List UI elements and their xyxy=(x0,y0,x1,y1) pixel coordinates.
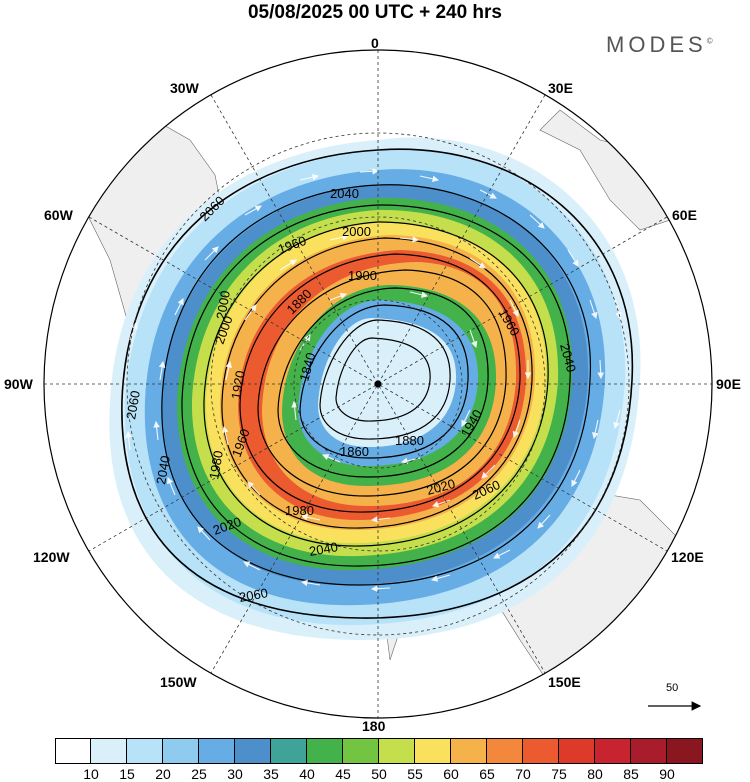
colorbar-tick-label: 90 xyxy=(659,766,675,782)
colorbar-swatch xyxy=(271,738,307,764)
polar-map: 2060 2040 2000 1960 1900 1880 1840 1860 … xyxy=(43,49,713,719)
colorbar-tick-label: 25 xyxy=(191,766,207,782)
colorbar-swatch xyxy=(631,738,667,764)
contour-label: 1840 xyxy=(296,351,318,383)
contour-label: 2000 xyxy=(213,289,233,320)
colorbar-swatch xyxy=(127,738,163,764)
lon-label-90e: 90E xyxy=(716,376,741,392)
contour-label: 1980 xyxy=(206,449,226,480)
lon-label-150w: 150W xyxy=(160,674,197,690)
colorbar-tick-label: 35 xyxy=(263,766,279,782)
lon-label-150e: 150E xyxy=(548,674,581,690)
contour-label: 2040 xyxy=(308,539,339,559)
colorbar-swatch xyxy=(451,738,487,764)
colorbar-tick-label: 50 xyxy=(371,766,387,782)
reference-vector-arrow xyxy=(648,701,702,711)
lon-label-60w: 60W xyxy=(44,207,73,223)
contour-label: 1880 xyxy=(395,433,424,448)
colorbar-tick-label: 60 xyxy=(443,766,459,782)
colorbar xyxy=(55,738,703,764)
colorbar-tick-label: 30 xyxy=(227,766,243,782)
contour-label: 1980 xyxy=(285,503,314,518)
contour-1900 xyxy=(277,287,489,478)
map-boundary xyxy=(43,49,713,719)
contour-label: 2020 xyxy=(425,476,457,498)
lon-label-30w: 30W xyxy=(170,80,199,96)
colorbar-swatch xyxy=(343,738,379,764)
chart-title: 05/08/2025 00 UTC + 240 hrs xyxy=(247,2,503,23)
contour-label: 2000 xyxy=(342,224,371,239)
reference-vector-label: 50 xyxy=(666,682,679,694)
colorbar-tick-label: 10 xyxy=(83,766,99,782)
colorbar-swatch xyxy=(55,738,91,764)
colorbar-swatch xyxy=(595,738,631,764)
colorbar-swatch xyxy=(415,738,451,764)
contour-2000 xyxy=(203,221,549,547)
contour-label: 1920 xyxy=(228,369,248,400)
colorbar-swatch xyxy=(199,738,235,764)
lon-label-60e: 60E xyxy=(672,207,697,223)
lon-label-0: 0 xyxy=(371,35,379,51)
colorbar-tick-label: 70 xyxy=(515,766,531,782)
lon-label-90w: 90W xyxy=(4,376,33,392)
colorbar-swatch xyxy=(523,738,559,764)
modes-logo: MODES© xyxy=(606,32,713,58)
colorbar-swatch xyxy=(235,738,271,764)
lon-label-120e: 120E xyxy=(671,549,704,565)
colorbar-tick-label: 85 xyxy=(623,766,639,782)
colorbar-tick-label: 20 xyxy=(155,766,171,782)
contour-1860 xyxy=(319,319,451,440)
contour-label: 1900 xyxy=(348,268,377,283)
contour-1960 xyxy=(239,253,521,513)
contour-label: 2040 xyxy=(153,454,173,485)
colorbar-swatch xyxy=(91,738,127,764)
colorbar-swatch xyxy=(667,738,703,764)
colorbar-tick-label: 65 xyxy=(479,766,495,782)
brand-mark: © xyxy=(706,36,713,46)
colorbar-swatch xyxy=(163,738,199,764)
lon-label-30e: 30E xyxy=(548,80,573,96)
contour-2060-outer xyxy=(121,148,634,619)
colorbar-tick-label: 15 xyxy=(119,766,135,782)
contour-1880 xyxy=(299,304,469,459)
brand-text: MODES xyxy=(606,32,707,57)
contour-2020 xyxy=(181,204,571,567)
colorbar-swatch xyxy=(379,738,415,764)
contour-label: 2040 xyxy=(557,342,579,374)
colorbar-tick-label: 55 xyxy=(407,766,423,782)
contour-1940 xyxy=(257,269,507,497)
colorbar-tick-label: 45 xyxy=(335,766,351,782)
lon-label-180: 180 xyxy=(362,718,386,734)
lon-label-120w: 120W xyxy=(33,549,70,565)
colorbar-swatch xyxy=(559,738,595,764)
contour-label: 2060 xyxy=(238,585,269,605)
height-contours xyxy=(121,148,634,619)
colorbar-tick-label: 80 xyxy=(587,766,603,782)
contour-label: 2040 xyxy=(330,186,359,201)
contour-1980 xyxy=(221,237,533,529)
colorbar-swatch xyxy=(307,738,343,764)
graticule xyxy=(44,50,712,718)
south-pole-marker xyxy=(374,380,382,388)
contour-label: 1860 xyxy=(340,444,369,459)
contour-1840 xyxy=(335,337,431,422)
colorbar-swatch xyxy=(487,738,523,764)
contour-label: 2060 xyxy=(123,389,143,420)
colorbar-tick-label: 75 xyxy=(551,766,567,782)
colorbar-tick-label: 40 xyxy=(299,766,315,782)
